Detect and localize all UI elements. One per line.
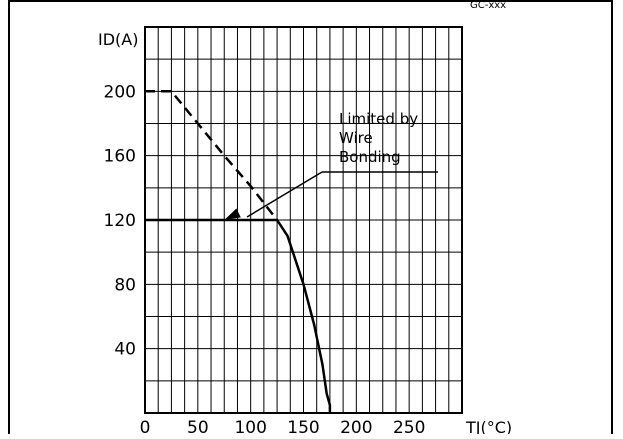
annotation-arrowhead xyxy=(224,208,241,220)
series-line-dashed xyxy=(145,90,279,221)
annotation-line-3: Bonding xyxy=(339,148,401,166)
y-tick-label: 200 xyxy=(104,82,136,102)
x-tick-label: 150 xyxy=(287,418,319,434)
x-tick-label: 100 xyxy=(234,418,266,434)
tick-labels: 0 50 100 150 200 250 40 80 120 160 200 xyxy=(104,82,426,438)
series-layer xyxy=(145,90,332,413)
annotation-line-2: Wire xyxy=(339,129,373,147)
y-tick-label: 160 xyxy=(104,147,136,167)
x-axis-unit-label: TJ(°C) xyxy=(465,418,512,434)
x-tick-label: 0 xyxy=(140,418,151,434)
annotation-leader xyxy=(246,171,323,218)
y-tick-label: 80 xyxy=(114,275,136,295)
y-axis-title: ID(A) xyxy=(98,30,138,49)
x-tick-label: 200 xyxy=(340,418,372,434)
annotation: Limited by Wire Bonding xyxy=(224,110,438,220)
x-tick-label: 250 xyxy=(393,418,425,434)
y-tick-label: 40 xyxy=(114,340,136,360)
annotation-line-1: Limited by xyxy=(339,110,418,128)
chart-tag: GC-xxx xyxy=(470,0,506,11)
x-tick-label: 50 xyxy=(187,418,209,434)
series-line-solid xyxy=(145,218,332,413)
y-tick-label: 120 xyxy=(104,211,136,231)
